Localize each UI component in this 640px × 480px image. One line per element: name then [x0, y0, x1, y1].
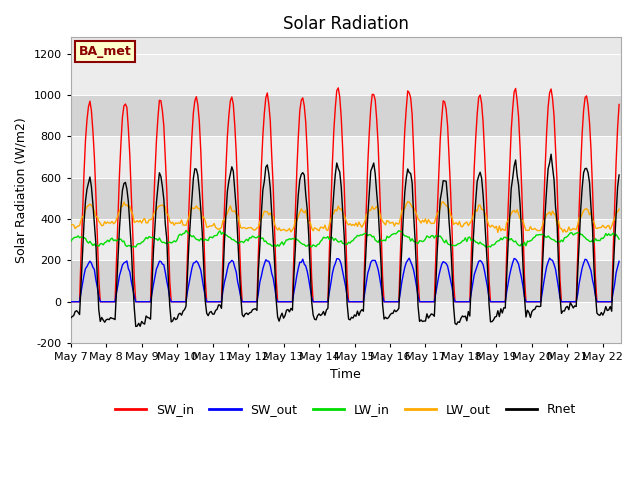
- LW_out: [470, 209, 478, 215]
- Text: BA_met: BA_met: [79, 45, 132, 58]
- LW_out: [494, 229, 502, 235]
- SW_out: [346, 299, 354, 305]
- SW_out: [136, 299, 144, 305]
- LW_out: [157, 203, 164, 208]
- LW_out: [404, 199, 412, 204]
- SW_in: [615, 102, 623, 108]
- LW_out: [252, 227, 259, 233]
- Rnet: [470, 220, 478, 226]
- X-axis label: Time: Time: [330, 368, 361, 381]
- LW_out: [136, 217, 144, 223]
- LW_out: [615, 206, 623, 212]
- Rnet: [253, 308, 260, 313]
- Bar: [70, 219, 621, 260]
- Title: Solar Radiation: Solar Radiation: [283, 15, 408, 33]
- SW_out: [546, 255, 554, 261]
- Line: SW_in: SW_in: [70, 88, 619, 302]
- LW_out: [67, 222, 74, 228]
- LW_in: [255, 233, 262, 239]
- Legend: SW_in, SW_out, LW_in, LW_out, Rnet: SW_in, SW_out, LW_in, LW_out, Rnet: [110, 398, 581, 421]
- LW_in: [606, 232, 614, 238]
- SW_out: [67, 299, 74, 305]
- Bar: [70, 136, 621, 178]
- Line: Rnet: Rnet: [70, 154, 619, 326]
- LW_out: [346, 221, 354, 227]
- LW_in: [182, 228, 190, 233]
- Rnet: [132, 324, 140, 329]
- Rnet: [348, 314, 355, 320]
- SW_out: [252, 299, 259, 305]
- LW_in: [129, 244, 136, 250]
- Bar: [70, 260, 621, 302]
- SW_out: [615, 258, 623, 264]
- LW_out: [606, 227, 614, 232]
- SW_in: [470, 165, 478, 170]
- SW_in: [67, 299, 74, 305]
- Rnet: [138, 319, 145, 324]
- Rnet: [67, 315, 74, 321]
- Line: LW_in: LW_in: [70, 230, 619, 247]
- SW_in: [136, 299, 144, 305]
- Line: LW_out: LW_out: [70, 202, 619, 232]
- Rnet: [159, 183, 166, 189]
- LW_in: [472, 239, 479, 245]
- SW_out: [469, 281, 477, 287]
- SW_in: [605, 299, 612, 305]
- LW_in: [138, 240, 145, 245]
- Rnet: [606, 304, 614, 310]
- Y-axis label: Solar Radiation (W/m2): Solar Radiation (W/m2): [15, 117, 28, 263]
- Line: SW_out: SW_out: [70, 258, 619, 302]
- SW_out: [605, 299, 612, 305]
- SW_in: [348, 299, 355, 305]
- Bar: [70, 302, 621, 343]
- SW_in: [335, 85, 342, 91]
- Rnet: [547, 151, 555, 157]
- SW_out: [157, 259, 164, 264]
- Rnet: [615, 172, 623, 178]
- SW_in: [252, 299, 259, 305]
- LW_in: [349, 238, 357, 243]
- Bar: [70, 95, 621, 136]
- SW_in: [157, 98, 164, 104]
- LW_in: [159, 240, 166, 245]
- Bar: [70, 178, 621, 219]
- Bar: [70, 54, 621, 95]
- LW_in: [615, 236, 623, 242]
- LW_in: [67, 239, 74, 244]
